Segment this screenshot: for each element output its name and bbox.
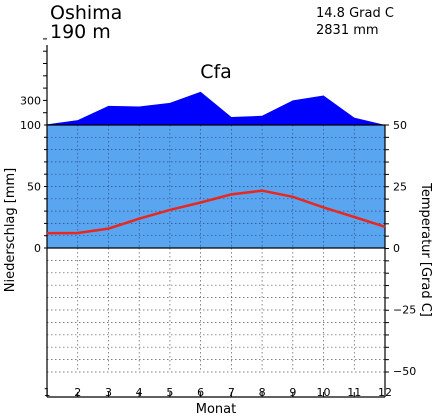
- x-tick-label: 5: [166, 386, 173, 399]
- y-axis-label-right: Temperatur [Grad C]: [418, 182, 433, 317]
- station-name: Oshima: [50, 2, 123, 24]
- precip-tick-label: 50: [27, 181, 41, 194]
- x-tick-label: 11: [347, 386, 361, 399]
- temp-tick-label: −25: [393, 304, 416, 317]
- x-tick-label: 7: [228, 386, 235, 399]
- temp-tick-label: −50: [393, 365, 416, 378]
- x-tick-labels: 1 2 3 4 5 6 7 8 9 10 11 12: [44, 386, 393, 399]
- precip-tick-labels: 0 50 100 300: [20, 94, 41, 255]
- axes: [46, 45, 386, 398]
- y-axis-label-left: Niederschlag [mm]: [3, 168, 18, 293]
- temp-tick-label: 50: [393, 119, 407, 132]
- precip-tick-label: 300: [20, 94, 41, 107]
- mean-temperature: 14.8 Grad C: [316, 6, 394, 21]
- vertical-gridlines: [77, 125, 355, 372]
- x-tick-label: 4: [136, 386, 143, 399]
- temp-tick-label: 25: [393, 181, 407, 194]
- temp-tick-label: 0: [393, 242, 400, 255]
- axis-ticks: [43, 38, 389, 397]
- x-tick-label: 3: [105, 386, 112, 399]
- x-tick-label: 9: [289, 386, 296, 399]
- x-tick-label: 1: [44, 386, 51, 399]
- x-axis-label: Monat: [196, 402, 236, 416]
- x-tick-label: 2: [74, 386, 81, 399]
- x-tick-label: 10: [317, 386, 331, 399]
- x-tick-label: 12: [378, 386, 392, 399]
- temp-tick-labels: 50 25 0 −25 −50: [393, 119, 416, 378]
- temperature-line: [46, 189, 386, 235]
- precip-tick-label: 100: [20, 119, 41, 132]
- annual-precipitation: 2831 mm: [316, 23, 379, 38]
- precip-tick-label: 0: [34, 242, 41, 255]
- climate-class: Cfa: [200, 61, 232, 83]
- station-altitude: 190 m: [50, 21, 111, 43]
- x-tick-label: 8: [259, 386, 266, 399]
- perhumid-area: [47, 91, 385, 125]
- x-tick-label: 6: [197, 386, 204, 399]
